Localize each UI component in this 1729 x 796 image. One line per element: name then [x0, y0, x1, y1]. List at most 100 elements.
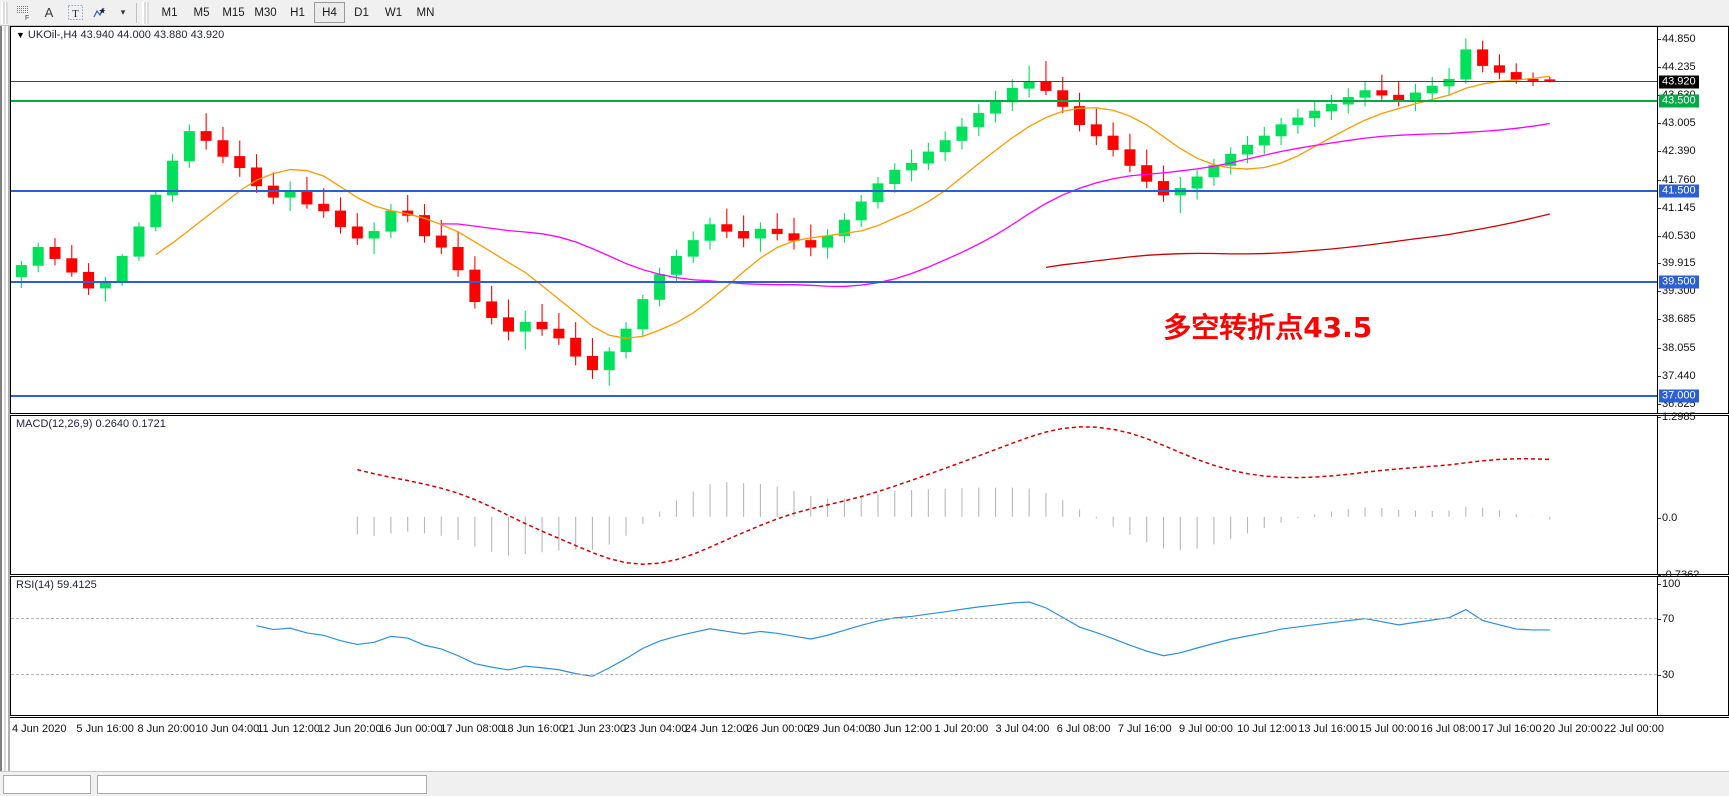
- timeframe-button-m5[interactable]: M5: [193, 6, 210, 19]
- timeframe-button-mn[interactable]: MN: [416, 6, 435, 19]
- text-tool-icon[interactable]: A: [44, 5, 54, 20]
- crosshair-tool-icon[interactable]: F: [10, 2, 36, 24]
- support-line-41500: [11, 190, 1657, 193]
- macd-series: [356, 426, 1551, 565]
- timeframe-button-m15[interactable]: M15: [222, 6, 245, 19]
- time-tick-20: 10 Jul 12:00: [1237, 723, 1298, 735]
- chart-panes: ▼ UKOil-,H4 43.940 44.000 43.880 43.920 多…: [10, 26, 1729, 771]
- time-tick-0: 4 Jun 2020: [12, 723, 67, 735]
- macd-plot[interactable]: [11, 416, 1657, 574]
- vertical-scrollbar[interactable]: [2, 26, 10, 771]
- indicators-icon[interactable]: [88, 2, 114, 24]
- time-tick-1: 5 Jun 16:00: [76, 723, 134, 735]
- current-price-line: [11, 80, 1657, 82]
- chevron-down-icon[interactable]: ▾: [120, 7, 126, 17]
- price-tick-40-530: 40.530: [1658, 229, 1696, 242]
- rsi-pane[interactable]: RSI(14) 59.4125 100 70 30: [10, 576, 1729, 716]
- chart-annotation-text: 多空转折点43.5: [1163, 311, 1373, 345]
- support-line-37000: [11, 394, 1657, 397]
- macd-tick-0: 1.2985: [1658, 411, 1696, 423]
- time-tick-23: 16 Jul 08:00: [1420, 723, 1481, 735]
- rsi-tick-100: 100: [1657, 578, 1681, 590]
- timeframe-button-d1[interactable]: D1: [354, 6, 369, 19]
- time-tick-4: 11 Jun 12:00: [257, 723, 321, 735]
- price-tick-44-235: 44.235: [1658, 61, 1696, 74]
- collapse-triangle-icon[interactable]: ▼: [16, 30, 25, 40]
- timeframe-button-h1[interactable]: H1: [290, 6, 305, 19]
- timeframe-button-w1[interactable]: W1: [384, 6, 403, 19]
- current-price-badge: 43.920: [1659, 75, 1699, 89]
- price-pane[interactable]: ▼ UKOil-,H4 43.940 44.000 43.880 43.920 多…: [10, 26, 1729, 414]
- time-tick-24: 17 Jul 16:00: [1481, 723, 1542, 735]
- time-tick-5: 12 Jun 20:00: [317, 723, 382, 735]
- level-badge-37000: 37.000: [1659, 389, 1699, 403]
- time-tick-14: 30 Jun 12:00: [868, 723, 932, 735]
- price-tick-44-850: 44.850: [1658, 33, 1696, 46]
- time-tick-12: 26 Jun 00:00: [746, 723, 810, 735]
- price-tick-43-005: 43.005: [1658, 117, 1696, 130]
- time-tick-13: 29 Jun 04:00: [807, 723, 871, 735]
- time-tick-16: 3 Jul 04:00: [995, 723, 1050, 735]
- timeframe-button-m1[interactable]: M1: [161, 6, 178, 19]
- svg-text:T: T: [72, 8, 79, 20]
- status-cell-left[interactable]: [3, 774, 91, 794]
- level-badge-41500: 41.500: [1659, 184, 1699, 198]
- main-toolbar: F A T ▾ M1 M5 M15 M30 H1 H4 D1 W1 MN: [0, 0, 1729, 26]
- rsi-tick-70: 70: [1657, 613, 1675, 626]
- support-line-39500: [11, 281, 1657, 284]
- level-badge-43500: 43.500: [1659, 94, 1699, 108]
- price-tick-38-055: 38.055: [1658, 341, 1696, 354]
- price-tick-42-390: 42.390: [1658, 145, 1696, 158]
- time-tick-17: 6 Jul 08:00: [1056, 723, 1111, 735]
- time-tick-18: 7 Jul 16:00: [1117, 723, 1172, 735]
- chart-area: ▼ UKOil-,H4 43.940 44.000 43.880 43.920 多…: [0, 26, 1729, 771]
- rsi-axis[interactable]: 100 70 30: [1657, 577, 1728, 715]
- rsi-plot[interactable]: [11, 577, 1657, 715]
- price-tick-41-760: 41.760: [1658, 173, 1696, 186]
- support-line-43500: [11, 99, 1657, 102]
- macd-pane[interactable]: MACD(12,26,9) 0.2640 0.1721 1.2985 0.0 -0.…: [10, 411, 1729, 581]
- time-tick-3: 10 Jun 04:00: [195, 723, 260, 735]
- rsi-tick-30: 30: [1657, 668, 1675, 681]
- price-plot[interactable]: 多空转折点43.5: [11, 27, 1657, 413]
- time-tick-15: 1 Jul 20:00: [934, 723, 989, 735]
- macd-pane-label: MACD(12,26,9) 0.2640 0.1721: [16, 418, 166, 430]
- timeframe-group: M1 M5 M15 M30 H1 H4 D1 W1 MN: [154, 2, 441, 23]
- rsi-level-30: [11, 673, 1657, 675]
- price-tick-41-145: 41.145: [1658, 201, 1696, 214]
- time-axis[interactable]: 4 Jun 2020 5 Jun 16:00 8 Jun 20:00 10 Jun 0…: [10, 717, 1729, 743]
- price-pane-label: ▼ UKOil-,H4 43.940 44.000 43.880 43.920: [16, 29, 225, 41]
- status-bar: [0, 771, 1729, 796]
- price-tick-37-440: 37.440: [1658, 369, 1696, 382]
- time-tick-6: 16 Jun 00:00: [379, 723, 443, 735]
- candlestick-series: [15, 38, 1556, 386]
- macd-axis[interactable]: 1.2985 0.0 -0.7362: [1657, 411, 1728, 581]
- status-cell-right[interactable]: [97, 774, 427, 794]
- toolbar-separator: [136, 2, 137, 23]
- time-tick-25: 20 Jul 20:00: [1542, 723, 1603, 735]
- rsi-pane-label: RSI(14) 59.4125: [16, 579, 97, 591]
- toolbar-grip[interactable]: [1, 1, 8, 24]
- time-tick-26: 22 Jul 00:00: [1604, 723, 1664, 735]
- rsi-series: [256, 601, 1550, 677]
- time-tick-7: 17 Jun 08:00: [440, 723, 504, 735]
- price-tick-39-915: 39.915: [1658, 257, 1696, 270]
- timeframe-group-grip[interactable]: [142, 1, 149, 24]
- svg-text:F: F: [25, 15, 29, 21]
- time-tick-2: 8 Jun 20:00: [137, 723, 196, 735]
- timeframe-button-h4[interactable]: H4: [314, 2, 345, 23]
- price-axis[interactable]: 44.85044.23543.63043.00542.39041.76041.1…: [1657, 27, 1728, 413]
- time-tick-19: 9 Jul 00:00: [1179, 723, 1233, 735]
- time-tick-10: 23 Jun 04:00: [623, 723, 688, 735]
- label-tool-icon[interactable]: T: [62, 2, 88, 24]
- time-tick-9: 21 Jun 23:00: [562, 723, 627, 735]
- rsi-level-70: [11, 618, 1657, 620]
- level-badge-39500: 39.500: [1659, 275, 1699, 289]
- price-tick-38-685: 38.685: [1658, 313, 1696, 326]
- time-tick-11: 24 Jun 12:00: [684, 723, 749, 735]
- macd-tick-1: 0.0: [1657, 511, 1678, 524]
- time-tick-22: 15 Jul 00:00: [1359, 723, 1420, 735]
- timeframe-button-m30[interactable]: M30: [254, 6, 277, 19]
- time-tick-21: 13 Jul 16:00: [1298, 723, 1359, 735]
